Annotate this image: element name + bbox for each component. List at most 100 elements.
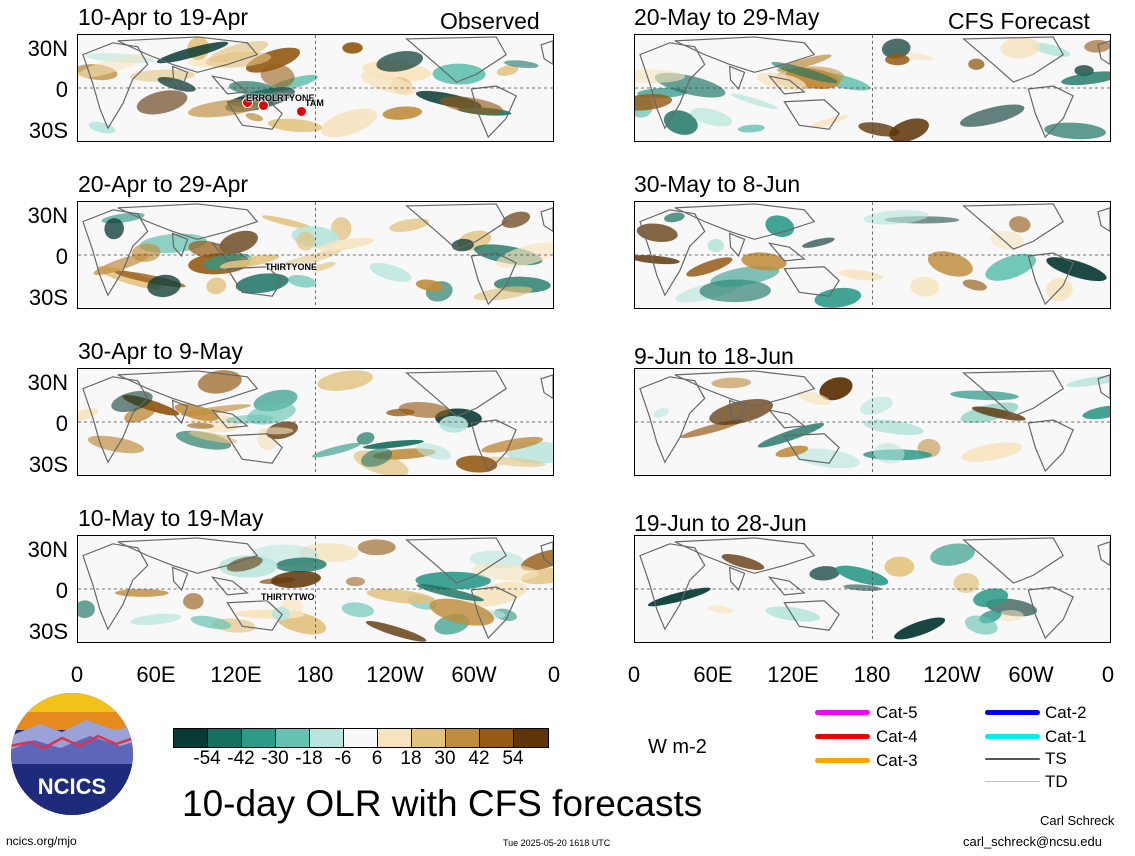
olr-anomaly-area xyxy=(369,262,412,282)
olr-anomaly-area xyxy=(267,118,323,133)
olr-anomaly-area xyxy=(873,443,905,464)
olr-anomaly-area xyxy=(664,212,685,223)
olr-anomaly-area xyxy=(889,118,929,141)
storm-label-thirtytwo: THIRTYTWO xyxy=(261,592,315,602)
olr-anomaly-area xyxy=(345,576,365,587)
olr-map-observed-1 xyxy=(77,34,554,142)
olr-anomaly-area xyxy=(953,573,979,593)
olr-anomaly-area xyxy=(190,615,232,630)
olr-anomaly-area xyxy=(1046,257,1107,282)
olr-anomaly-area xyxy=(473,286,533,301)
olr-anomaly-area xyxy=(93,253,150,276)
olr-anomaly-area xyxy=(496,65,519,76)
colorbar-swatch xyxy=(412,729,446,747)
coastline xyxy=(540,207,553,233)
colorbar-tick-label: 42 xyxy=(468,748,490,769)
olr-anomaly-area xyxy=(317,237,375,252)
olr-anomaly-area xyxy=(858,122,900,137)
olr-anomaly-area xyxy=(765,215,795,237)
colorbar-swatch xyxy=(514,729,548,747)
coastline xyxy=(226,433,283,464)
legend-swatch-cat1 xyxy=(985,734,1040,739)
olr-anomaly-area xyxy=(287,274,317,288)
olr-anomaly-area xyxy=(219,254,280,269)
coastline xyxy=(783,266,840,297)
coastline xyxy=(728,399,746,425)
colorbar-swatch xyxy=(242,729,276,747)
ncics-logo-icon[interactable]: NCICS xyxy=(10,692,134,816)
olr-anomaly-area xyxy=(147,274,181,298)
olr-map-forecast-1 xyxy=(634,34,1111,142)
olr-anomaly-area xyxy=(88,121,116,134)
olr-anomaly-area xyxy=(1031,42,1071,57)
legend-label-cat2: Cat-2 xyxy=(1045,703,1087,722)
coastline xyxy=(767,576,806,596)
olr-anomaly-area xyxy=(721,554,765,570)
coastline xyxy=(962,203,1064,250)
olr-anomaly-area xyxy=(653,408,670,418)
coastline xyxy=(728,566,746,592)
olr-anomaly-area xyxy=(859,396,893,415)
olr-anomaly-area xyxy=(78,600,95,619)
olr-anomaly-area xyxy=(317,370,373,391)
olr-anomaly-area xyxy=(819,377,853,401)
storm-label-rtyone: RTYONE xyxy=(277,93,315,103)
olr-anomaly-area xyxy=(180,404,251,416)
olr-anomaly-area xyxy=(245,113,264,122)
lon-label-obs: 120W xyxy=(366,662,424,687)
lat-label-30s-row2: 30S xyxy=(28,285,68,310)
olr-map-forecast-2 xyxy=(634,201,1111,309)
forecast-label: CFS Forecast xyxy=(948,8,1090,34)
olr-anomaly-area xyxy=(1061,71,1110,86)
olr-anomaly-area xyxy=(209,41,269,63)
olr-anomaly-area xyxy=(814,287,862,308)
coastline xyxy=(226,600,283,631)
olr-anomaly-area xyxy=(129,69,196,82)
olr-colorbar xyxy=(173,728,549,748)
olr-anomaly-area xyxy=(271,249,342,271)
legend-swatch-cat3 xyxy=(815,758,870,763)
footer-url[interactable]: ncics.org/mjo xyxy=(6,834,77,848)
olr-anomaly-area xyxy=(111,390,153,413)
olr-anomaly-area xyxy=(711,377,752,389)
olr-anomaly-area xyxy=(226,556,263,572)
olr-anomaly-area xyxy=(636,223,678,242)
olr-anomaly-area xyxy=(1082,405,1110,420)
panel-title-obs-3: 30-Apr to 9-May xyxy=(78,338,243,364)
lon-label-obs: 60E xyxy=(136,662,176,687)
legend-swatch-td xyxy=(985,781,1040,782)
footer-email[interactable]: carl_schreck@ncsu.edu xyxy=(963,834,1102,849)
coastline xyxy=(962,370,1064,417)
olr-anomaly-area xyxy=(87,435,145,454)
olr-anomaly-area xyxy=(707,239,725,253)
coastline xyxy=(470,586,517,640)
logo-text: NCICS xyxy=(38,774,106,799)
olr-map-observed-2 xyxy=(77,201,554,309)
storm-marker xyxy=(258,100,269,111)
olr-anomaly-area xyxy=(320,108,377,138)
olr-anomaly-area xyxy=(885,54,910,66)
colorbar-tick-label: 54 xyxy=(502,748,524,769)
lon-label-fc: 60W xyxy=(1008,662,1054,687)
olr-anomaly-area xyxy=(366,588,436,605)
olr-anomaly-area xyxy=(439,96,504,115)
olr-anomaly-area xyxy=(478,456,546,467)
lon-label-fc: 120W xyxy=(923,662,981,687)
olr-anomaly-area xyxy=(795,448,860,469)
coastline xyxy=(1097,374,1110,400)
olr-anomaly-area xyxy=(342,42,363,54)
olr-anomaly-area xyxy=(175,430,232,450)
colorbar-swatch xyxy=(446,729,480,747)
olr-anomaly-area xyxy=(104,218,124,240)
olr-anomaly-area xyxy=(439,415,469,433)
coastline xyxy=(962,36,1064,83)
olr-anomaly-area xyxy=(737,124,765,133)
lon-label-obs: 0 xyxy=(70,662,84,687)
coastline xyxy=(674,36,816,73)
olr-anomaly-area xyxy=(741,252,787,271)
olr-anomaly-area xyxy=(219,230,258,254)
colorbar-tick-label: -42 xyxy=(227,748,255,769)
legend-swatch-ts xyxy=(985,758,1040,760)
coastline xyxy=(470,85,517,139)
panel-title-fc-4: 19-Jun to 28-Jun xyxy=(634,510,807,536)
